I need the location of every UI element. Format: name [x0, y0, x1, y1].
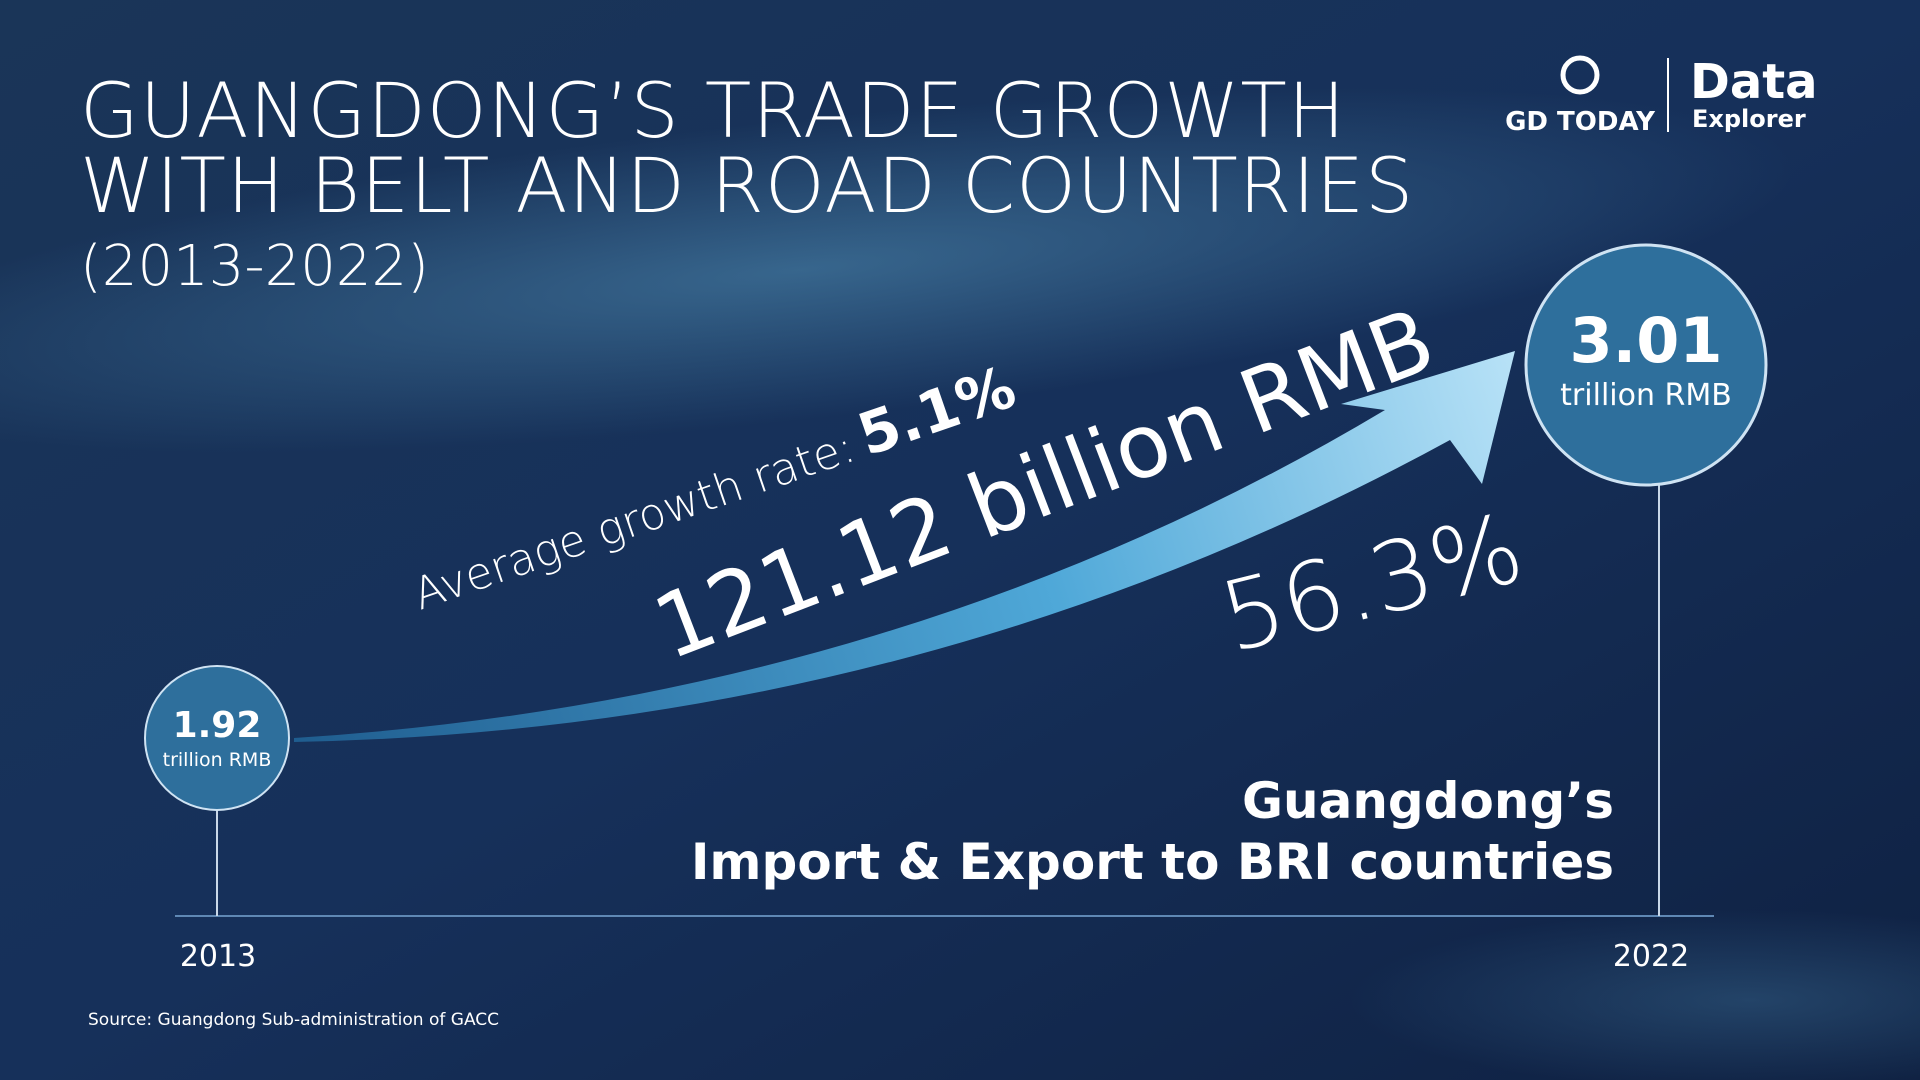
- background-glow: [1350, 910, 1920, 1080]
- subtitle: (2013-2022): [80, 234, 429, 299]
- start-circle: [144, 665, 290, 811]
- caption-line: Import & Export to BRI countries: [691, 833, 1614, 891]
- end-unit: trillion RMB: [1560, 378, 1732, 413]
- logo-product-sub: Explorer: [1692, 105, 1806, 133]
- source: Source: Guangdong Sub-administration of …: [88, 1010, 499, 1030]
- growth-arrow: [294, 351, 1515, 742]
- end-circle: [1524, 243, 1768, 487]
- start-value: 1.92: [173, 705, 262, 746]
- logo: GD TODAY Data Explorer: [1505, 54, 1818, 137]
- title-line: GUANGDONG’S TRADE GROWTH: [80, 66, 1346, 155]
- background-glow: [0, 87, 1795, 453]
- caption-line: Guangdong’s: [1242, 772, 1614, 830]
- end-year: 2022: [1613, 939, 1689, 974]
- logo-product: Data: [1690, 54, 1818, 110]
- logo-brand: GD TODAY: [1505, 107, 1656, 137]
- start-unit: trillion RMB: [163, 749, 272, 771]
- end-value: 3.01: [1570, 304, 1723, 377]
- logo-icon: [1560, 55, 1600, 95]
- title-line: WITH BELT AND ROAD COUNTRIES: [80, 141, 1414, 230]
- start-year: 2013: [180, 939, 256, 974]
